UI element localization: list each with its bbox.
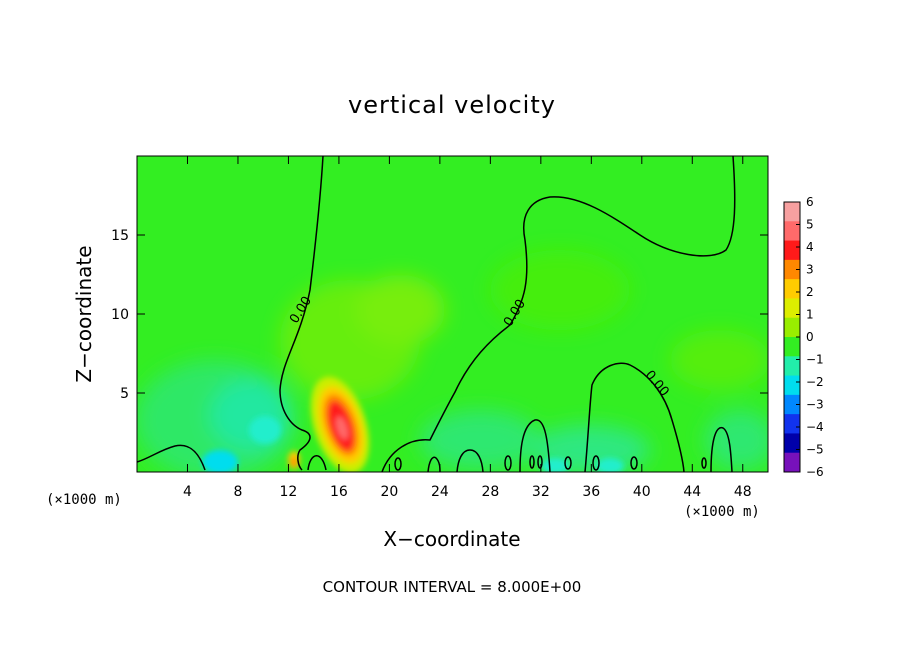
colorbar-tick-label: 4 (806, 240, 814, 254)
colorbar-tick-label: −3 (806, 398, 824, 412)
colorbar-swatch (784, 240, 800, 261)
colorbar-tick-label: 3 (806, 263, 814, 277)
x-tick-label: 40 (633, 484, 651, 500)
colorbar-swatch (784, 356, 800, 377)
x-tick-label: 12 (280, 484, 298, 500)
contour-zero-bump (456, 449, 484, 472)
contour-zero-cell (564, 456, 572, 470)
contour-zero-cell (529, 455, 535, 469)
colorbar-tick-label: −5 (806, 443, 824, 457)
downdraft-cell (541, 458, 569, 472)
x-tick-label: 16 (330, 484, 348, 500)
y-tick-label: 5 (120, 386, 129, 402)
colorbar-swatch (784, 394, 800, 415)
contour-zero-main-right (381, 156, 736, 472)
y-axis-label: Z−coordinate (72, 245, 96, 382)
contour-zero-bump (519, 419, 551, 472)
updraft-cell-small-core (291, 457, 297, 467)
contour-zero-cell (537, 455, 543, 469)
colorbar-swatch (784, 433, 800, 454)
y-unit-label: (×1000 m) (46, 492, 122, 508)
chart-title: vertical velocity (348, 91, 556, 119)
contour-zero-bump (710, 426, 733, 472)
slight-downdraft-region (210, 380, 290, 450)
colorbar-swatch (784, 221, 800, 242)
colorbar-tick-label: 0 (806, 330, 814, 344)
colorbar-tick-label: 6 (806, 195, 814, 209)
colorbar-swatch (784, 337, 800, 357)
x-tick-label: 8 (233, 484, 242, 500)
colorbar-tick-label: −6 (806, 465, 824, 479)
contour-zero-left (137, 444, 206, 471)
x-tick-label: 20 (380, 484, 398, 500)
downdraft-cell (202, 450, 238, 472)
colorbar-swatch (784, 202, 800, 222)
slight-updraft-region (355, 275, 445, 345)
colorbar-swatch (784, 259, 800, 280)
contour-zero-right-lobe (584, 362, 685, 472)
x-tick-label: 48 (734, 484, 752, 500)
contour-zero-cell (592, 455, 600, 471)
contour-lines (137, 156, 736, 472)
x-unit-label: (×1000 m) (684, 504, 760, 520)
x-axis-label: X−coordinate (383, 527, 520, 551)
contour-zero-main-left (279, 156, 324, 471)
slight-updraft-region (670, 330, 768, 390)
colorbar-swatch (784, 414, 800, 434)
colorbar-swatch (784, 298, 800, 319)
contour-zero-cell (504, 455, 512, 471)
contour-interval: CONTOUR INTERVAL = 8.000E+00 (323, 578, 582, 596)
slight-downdraft-region (705, 410, 768, 470)
colorbar-tick-label: 2 (806, 285, 814, 299)
slight-updraft-region (490, 250, 630, 330)
colorbar-swatch (784, 452, 800, 473)
x-tick-label: 44 (683, 484, 701, 500)
x-axis: 4 8 12 16 20 24 28 32 36 40 44 48 (183, 156, 752, 500)
x-tick-label: 4 (183, 484, 192, 500)
contour-zero-cell (701, 457, 707, 469)
contour-zero-cell (630, 456, 638, 470)
x-tick-label: 36 (582, 484, 600, 500)
field-blobs (137, 250, 768, 472)
downdraft-cell (596, 458, 624, 472)
field-details (202, 376, 624, 472)
slight-downdraft-region (420, 410, 540, 470)
colorbar-swatch (784, 279, 800, 299)
colorbar-tick-label: −2 (806, 375, 824, 389)
colorbar-tick-label: −4 (806, 420, 824, 434)
colorbar: 6 5 4 3 2 1 0 −1 −2 −3 −4 −5 −6 (783, 195, 824, 479)
heatmap-field: 0.00 0.00 0.00 (137, 156, 768, 472)
y-axis: 5 10 15 (111, 228, 768, 402)
x-tick-label: 32 (532, 484, 550, 500)
y-tick-label: 10 (111, 307, 129, 323)
colorbar-tick-label: −1 (806, 353, 824, 367)
contour-zero-small (307, 455, 327, 471)
downdraft-cell (249, 416, 281, 444)
contour-zero-cell (394, 457, 402, 471)
colorbar-swatch (784, 317, 800, 338)
x-tick-label: 28 (481, 484, 499, 500)
colorbar-swatch (784, 375, 800, 396)
updraft-cell-peak (335, 416, 349, 440)
colorbar-tick-label: 5 (806, 218, 814, 232)
x-tick-label: 24 (431, 484, 449, 500)
colorbar-tick-label: 1 (806, 308, 814, 322)
y-tick-label: 15 (111, 228, 129, 244)
